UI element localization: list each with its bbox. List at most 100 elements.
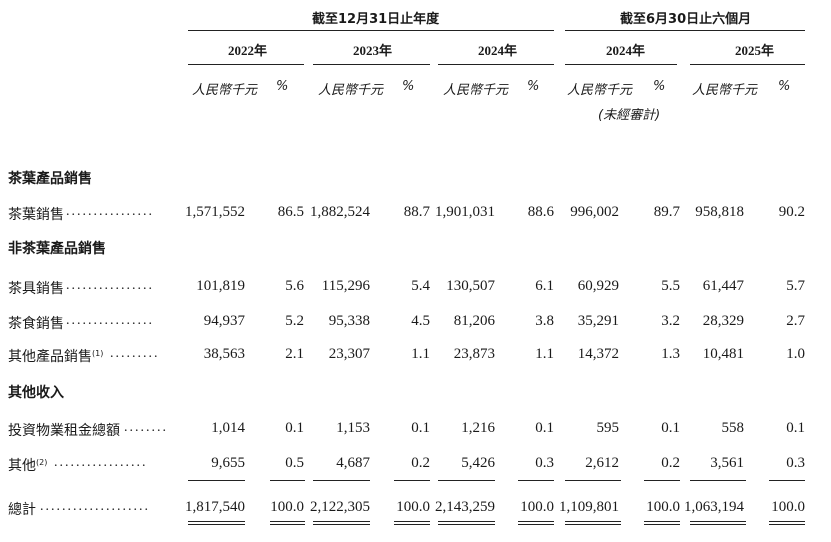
- total-double-rule: [690, 524, 746, 525]
- total-double-rule: [769, 524, 805, 525]
- row-label-text: 其他產品銷售: [8, 349, 92, 365]
- total-double-rule: [565, 521, 621, 522]
- cell: 9,655: [211, 455, 245, 471]
- unit-rmb-2: 人民幣千元: [318, 83, 384, 98]
- unit-pct-1: %: [276, 79, 289, 94]
- total-double-rule: [270, 524, 305, 525]
- cell: 5.5: [661, 278, 680, 294]
- cell: 1.0: [786, 346, 805, 362]
- section-non-tea-products: 非茶葉產品銷售: [8, 241, 106, 257]
- cell: 1,216: [461, 420, 495, 436]
- subtotal-rule: [769, 480, 805, 481]
- total-double-rule: [438, 521, 495, 522]
- cell: 5.2: [285, 313, 304, 329]
- cell: 1.1: [535, 346, 554, 362]
- cell: 2.7: [786, 313, 805, 329]
- cell: 3,561: [710, 455, 744, 471]
- cell: 1.1: [411, 346, 430, 362]
- cell: 1,817,540: [185, 499, 245, 515]
- year-rule-2025: [690, 64, 805, 65]
- cell: 0.1: [786, 420, 805, 436]
- row-label: 茶具銷售: [8, 281, 64, 297]
- total-double-rule: [690, 521, 746, 522]
- total-double-rule: [518, 521, 554, 522]
- cell: 4,687: [336, 455, 370, 471]
- leader-dots: .................: [54, 455, 148, 470]
- leader-dots: ........: [124, 420, 168, 435]
- section-tea-products: 茶葉產品銷售: [8, 171, 92, 187]
- subtotal-rule: [188, 480, 245, 481]
- row-label: 其他產品銷售(1): [8, 346, 103, 366]
- cell: 100.0: [520, 499, 554, 515]
- cell: 101,819: [196, 278, 245, 294]
- leader-dots: ....................: [40, 499, 150, 514]
- cell: 2,122,305: [310, 499, 370, 515]
- cell: 5.6: [285, 278, 304, 294]
- total-double-rule: [394, 524, 430, 525]
- cell: 61,447: [702, 278, 744, 294]
- total-double-rule: [565, 524, 621, 525]
- cell: 0.2: [411, 455, 430, 471]
- total-double-rule: [769, 521, 805, 522]
- leader-dots: ................: [66, 313, 154, 328]
- cell: 0.1: [411, 420, 430, 436]
- cell: 5,426: [461, 455, 495, 471]
- leader-dots: ................: [66, 278, 154, 293]
- unit-pct-4: %: [653, 79, 666, 94]
- row-label: 投資物業租金總額: [8, 423, 120, 439]
- cell: 28,329: [702, 313, 744, 329]
- cell: 558: [721, 420, 745, 436]
- cell: 0.1: [285, 420, 304, 436]
- subtotal-rule: [313, 480, 370, 481]
- header-rule-annual: [188, 30, 554, 31]
- cell: 60,929: [577, 278, 619, 294]
- year-rule-2024-interim: [565, 64, 677, 65]
- cell: 88.6: [527, 204, 554, 220]
- year-2024-interim: 2024年: [606, 43, 646, 58]
- cell: 86.5: [277, 204, 304, 220]
- total-double-rule: [270, 521, 305, 522]
- cell: 3.8: [535, 313, 554, 329]
- total-double-rule: [644, 521, 680, 522]
- cell: 1.3: [661, 346, 680, 362]
- unaudited-note: (未經審計): [598, 108, 661, 123]
- row-label-text: 其他: [8, 458, 36, 474]
- total-double-rule: [188, 524, 245, 525]
- total-double-rule: [518, 524, 554, 525]
- unit-pct-5: %: [778, 79, 791, 94]
- unit-pct-2: %: [402, 79, 415, 94]
- cell: 1,109,801: [559, 499, 619, 515]
- cell: 958,818: [695, 204, 744, 220]
- total-double-rule: [644, 524, 680, 525]
- cell: 130,507: [446, 278, 495, 294]
- year-rule-2022: [188, 64, 304, 65]
- subtotal-rule: [518, 480, 554, 481]
- year-2025-interim: 2025年: [735, 43, 775, 58]
- cell: 94,937: [203, 313, 245, 329]
- leader-dots: ................: [66, 204, 154, 219]
- section-other-income: 其他收入: [8, 385, 64, 401]
- cell: 95,338: [328, 313, 370, 329]
- cell: 0.5: [285, 455, 304, 471]
- year-rule-2024: [438, 64, 554, 65]
- total-double-rule: [188, 521, 245, 522]
- cell: 100.0: [270, 499, 304, 515]
- total-double-rule: [394, 521, 430, 522]
- cell: 0.3: [535, 455, 554, 471]
- footnote-marker: (2): [36, 458, 48, 467]
- cell: 115,296: [321, 278, 370, 294]
- cell: 90.2: [778, 204, 805, 220]
- cell: 5.7: [786, 278, 805, 294]
- total-double-rule: [313, 524, 370, 525]
- cell: 1,571,552: [185, 204, 245, 220]
- leader-dots: .........: [110, 346, 160, 361]
- cell: 0.1: [661, 420, 680, 436]
- group-title-interim: 截至6月30日止六個月: [620, 12, 752, 27]
- unit-rmb-5: 人民幣千元: [692, 83, 758, 98]
- cell: 38,563: [203, 346, 245, 362]
- year-rule-2023: [313, 64, 430, 65]
- row-label: 其他(2): [8, 455, 47, 475]
- cell: 89.7: [653, 204, 680, 220]
- cell: 14,372: [577, 346, 619, 362]
- cell: 100.0: [396, 499, 430, 515]
